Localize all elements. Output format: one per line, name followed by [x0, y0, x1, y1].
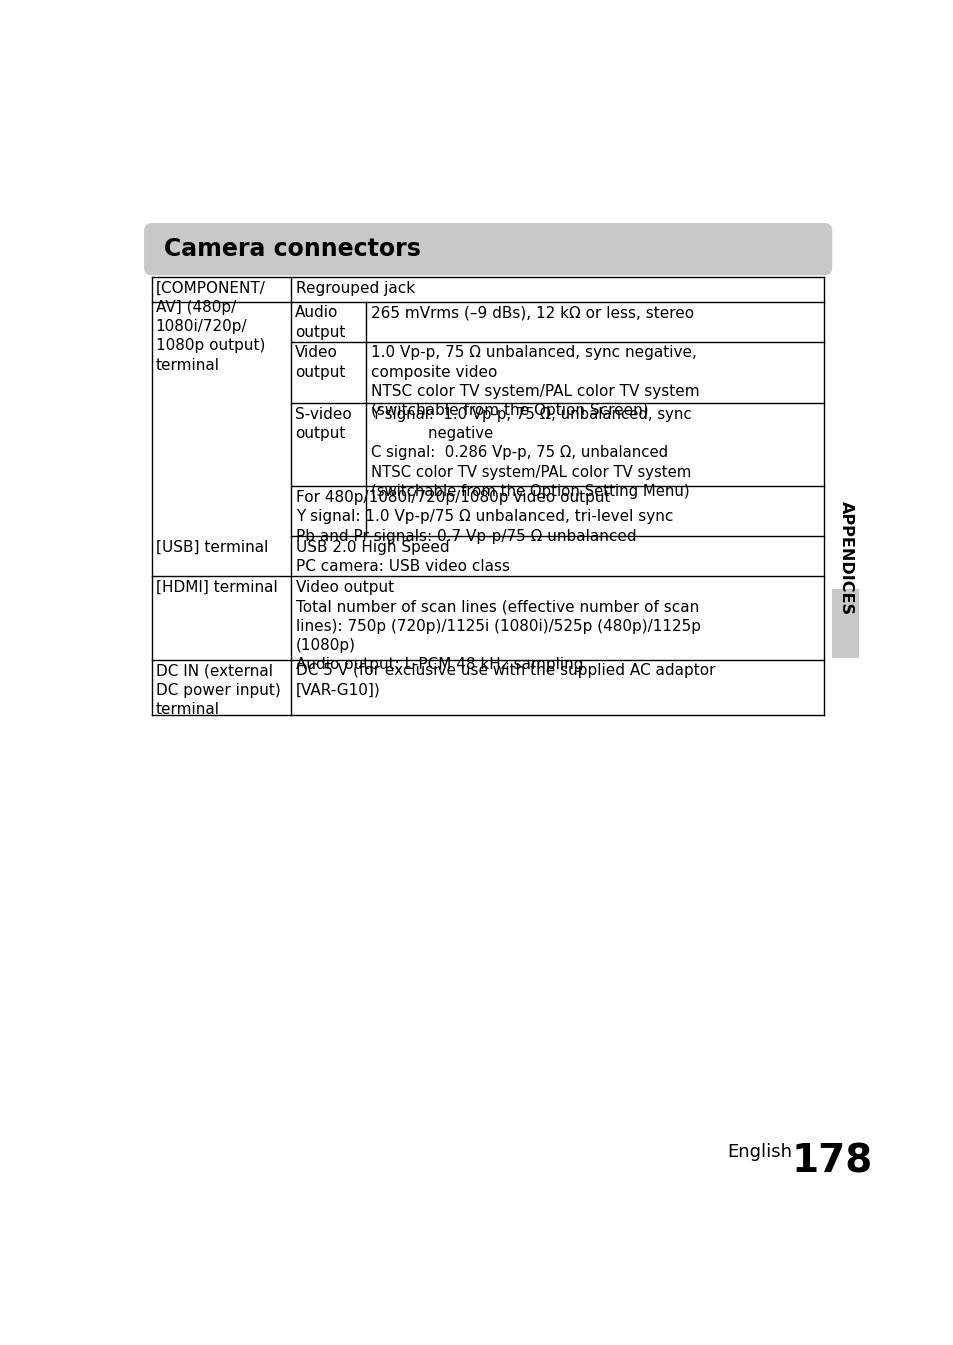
- Text: Regrouped jack: Regrouped jack: [295, 281, 415, 296]
- FancyBboxPatch shape: [144, 223, 831, 276]
- Text: [COMPONENT/
AV] (480p/
1080i/720p/
1080p output)
terminal: [COMPONENT/ AV] (480p/ 1080i/720p/ 1080p…: [155, 281, 265, 373]
- Text: 1.0 Vp-p, 75 Ω unbalanced, sync negative,
composite video
NTSC color TV system/P: 1.0 Vp-p, 75 Ω unbalanced, sync negative…: [371, 346, 699, 418]
- Text: Video output
Total number of scan lines (effective number of scan
lines): 750p (: Video output Total number of scan lines …: [295, 580, 700, 672]
- Text: 265 mVrms (–9 dBs), 12 kΩ or less, stereo: 265 mVrms (–9 dBs), 12 kΩ or less, stere…: [371, 305, 694, 320]
- Text: S-video
output: S-video output: [294, 408, 352, 441]
- Text: USB 2.0 High Speed
PC camera: USB video class: USB 2.0 High Speed PC camera: USB video …: [295, 541, 510, 574]
- Text: DC IN (external
DC power input)
terminal: DC IN (external DC power input) terminal: [155, 663, 280, 717]
- Text: [HDMI] terminal: [HDMI] terminal: [155, 580, 277, 596]
- Text: English: English: [727, 1143, 792, 1161]
- Text: APPENDICES: APPENDICES: [838, 500, 853, 615]
- Text: Y signal:  1.0 Vp-p, 75 Ω, unbalanced, sync
            negative
C signal:  0.28: Y signal: 1.0 Vp-p, 75 Ω, unbalanced, sy…: [371, 408, 691, 499]
- Text: 178: 178: [791, 1143, 872, 1181]
- Text: Video
output: Video output: [294, 346, 345, 379]
- Text: Camera connectors: Camera connectors: [164, 237, 420, 261]
- FancyBboxPatch shape: [831, 589, 858, 658]
- Text: DC 5 V (for exclusive use with the supplied AC adaptor
[VAR-G10]): DC 5 V (for exclusive use with the suppl…: [295, 663, 715, 698]
- Text: For 480p/1080i/720p/1080p video output
Y signal: 1.0 Vp-p/75 Ω unbalanced, tri-l: For 480p/1080i/720p/1080p video output Y…: [295, 490, 673, 543]
- Text: [USB] terminal: [USB] terminal: [155, 541, 268, 555]
- Text: Audio
output: Audio output: [294, 305, 345, 339]
